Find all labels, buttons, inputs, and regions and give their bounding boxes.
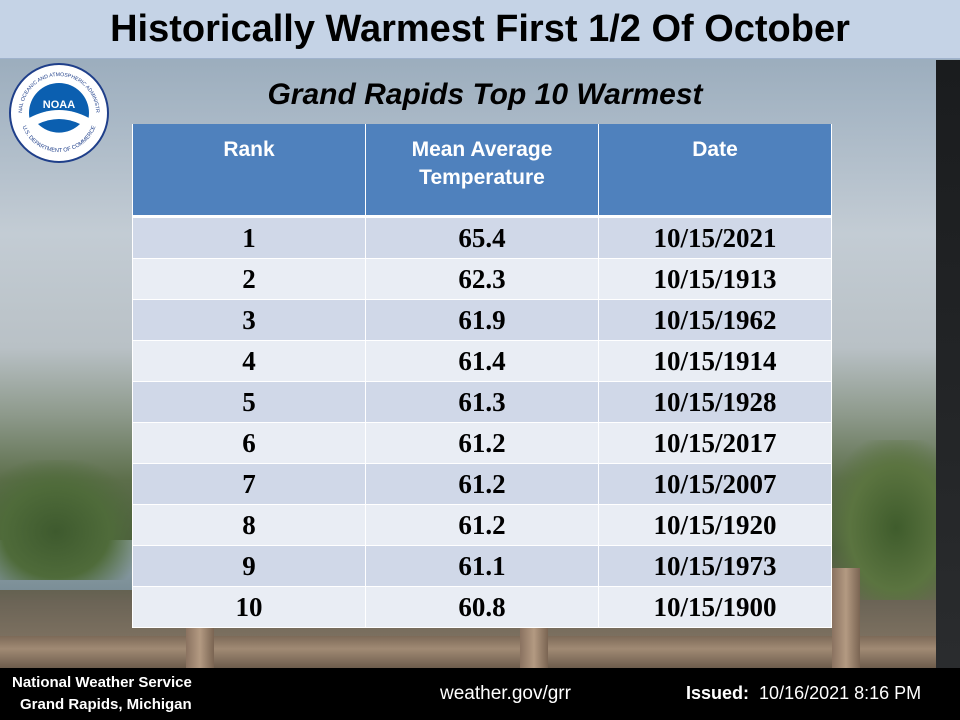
cell-date: 10/15/1973 — [598, 545, 832, 587]
header-mean-temp: Mean Average Temperature — [365, 124, 599, 218]
table-row: 8 61.2 10/15/1920 — [132, 504, 832, 546]
cell-rank: 5 — [132, 381, 366, 423]
cell-date: 10/15/1914 — [598, 340, 832, 382]
cell-temp: 61.9 — [365, 299, 599, 341]
cell-rank: 10 — [132, 586, 366, 628]
cell-temp: 65.4 — [365, 216, 599, 259]
footer-issued: Issued: 10/16/2021 8:16 PM — [686, 683, 922, 703]
cell-rank: 2 — [132, 258, 366, 300]
footer-url[interactable]: weather.gov/grr — [440, 683, 571, 704]
footer: National Weather Service Grand Rapids, M… — [0, 668, 960, 720]
cell-temp: 61.1 — [365, 545, 599, 587]
cell-date: 10/15/1928 — [598, 381, 832, 423]
noaa-logo-icon: NOAA NATIONAL OCEANIC AND ATMOSPHERIC AD… — [8, 62, 109, 163]
cell-temp: 61.2 — [365, 463, 599, 505]
header-rank: Rank — [132, 124, 366, 218]
table-row: 4 61.4 10/15/1914 — [132, 340, 832, 382]
cell-rank: 3 — [132, 299, 366, 341]
cell-rank: 6 — [132, 422, 366, 464]
svg-text:NOAA: NOAA — [43, 99, 75, 111]
header-date: Date — [598, 124, 832, 218]
background-dark-strip — [936, 60, 960, 668]
table-row: 1 65.4 10/15/2021 — [132, 216, 832, 259]
cell-temp: 61.2 — [365, 422, 599, 464]
table-header-row: Rank Mean Average Temperature Date — [132, 124, 832, 218]
footer-org-location: Grand Rapids, Michigan — [20, 696, 192, 713]
background-post — [832, 568, 860, 668]
table-row: 10 60.8 10/15/1900 — [132, 586, 832, 628]
table-row: 7 61.2 10/15/2007 — [132, 463, 832, 505]
cell-rank: 7 — [132, 463, 366, 505]
cell-date: 10/15/1913 — [598, 258, 832, 300]
table-row: 3 61.9 10/15/1962 — [132, 299, 832, 341]
cell-rank: 1 — [132, 216, 366, 259]
footer-org-name: National Weather Service — [12, 674, 192, 691]
cell-date: 10/15/2017 — [598, 422, 832, 464]
cell-rank: 4 — [132, 340, 366, 382]
table-row: 6 61.2 10/15/2017 — [132, 422, 832, 464]
cell-temp: 61.2 — [365, 504, 599, 546]
warmest-table: Rank Mean Average Temperature Date 1 65.4 1… — [132, 124, 832, 628]
cell-date: 10/15/1900 — [598, 586, 832, 628]
cell-date: 10/15/1920 — [598, 504, 832, 546]
table-row: 9 61.1 10/15/1973 — [132, 545, 832, 587]
cell-date: 10/15/1962 — [598, 299, 832, 341]
subtitle: Grand Rapids Top 10 Warmest — [267, 78, 703, 111]
background-railing — [0, 636, 960, 668]
cell-temp: 62.3 — [365, 258, 599, 300]
cell-temp: 61.3 — [365, 381, 599, 423]
cell-rank: 9 — [132, 545, 366, 587]
cell-rank: 8 — [132, 504, 366, 546]
title-bar: Historically Warmest First 1/2 Of Octobe… — [0, 0, 960, 59]
background-trees-left — [0, 460, 140, 580]
cell-temp: 61.4 — [365, 340, 599, 382]
cell-temp: 60.8 — [365, 586, 599, 628]
page-title: Historically Warmest First 1/2 Of Octobe… — [110, 8, 850, 50]
table-row: 2 62.3 10/15/1913 — [132, 258, 832, 300]
table-row: 5 61.3 10/15/1928 — [132, 381, 832, 423]
cell-date: 10/15/2021 — [598, 216, 832, 259]
cell-date: 10/15/2007 — [598, 463, 832, 505]
